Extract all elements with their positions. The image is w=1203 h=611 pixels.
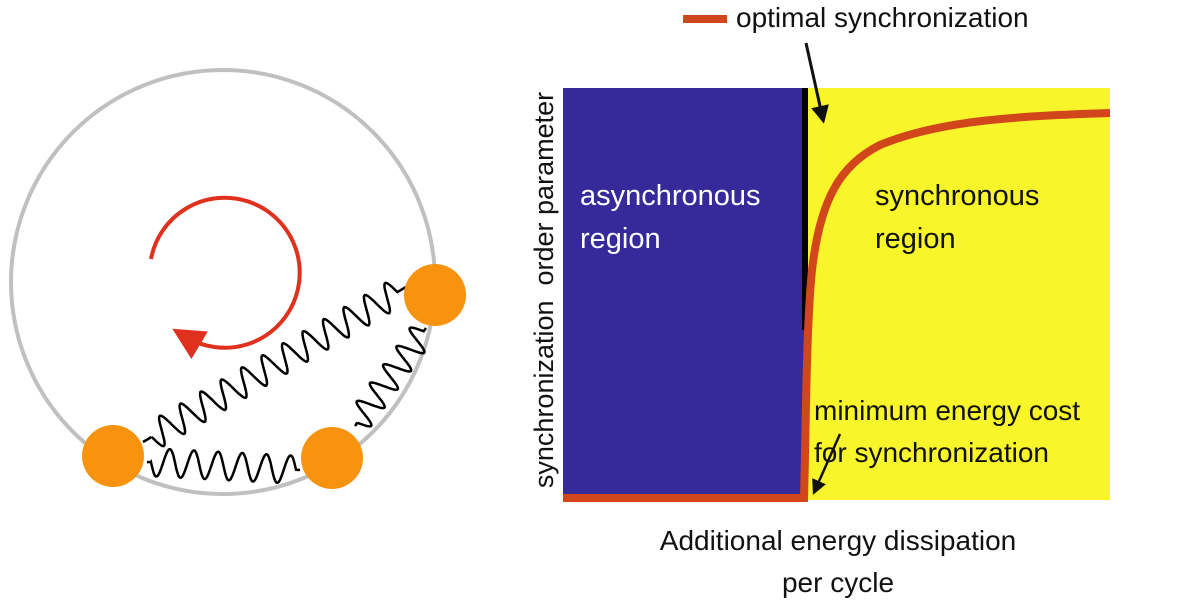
y-axis-label: synchronization order parameter: [529, 92, 559, 488]
spring: [142, 281, 407, 448]
annotation-label: for synchronization: [814, 437, 1049, 468]
phase-diagram: asynchronous region synchronous region o…: [529, 2, 1111, 598]
sync-region-label: synchronous: [875, 180, 1039, 212]
annotation-label: minimum energy cost: [814, 395, 1080, 426]
spring: [146, 447, 301, 485]
oscillator-bead: [301, 427, 363, 489]
x-axis-label: per cycle: [782, 567, 894, 598]
ring: [9, 68, 437, 496]
annotation-arrow: [804, 42, 829, 124]
async-region: [563, 88, 806, 500]
async-region-label: region: [580, 223, 661, 255]
oscillator-ring-diagram: [9, 68, 466, 496]
x-axis-label: Additional energy dissipation: [660, 525, 1016, 556]
oscillator-bead: [82, 425, 144, 487]
rotation-arrow-icon: [149, 195, 302, 359]
async-region-label: asynchronous: [580, 180, 761, 212]
spring: [353, 326, 428, 428]
optimal-synchronization-curve: [563, 109, 1111, 502]
legend-label: optimal synchronization: [736, 2, 1029, 33]
oscillator-bead: [404, 264, 466, 326]
annotation-arrow: [812, 433, 842, 495]
sync-region-label: region: [875, 223, 956, 255]
